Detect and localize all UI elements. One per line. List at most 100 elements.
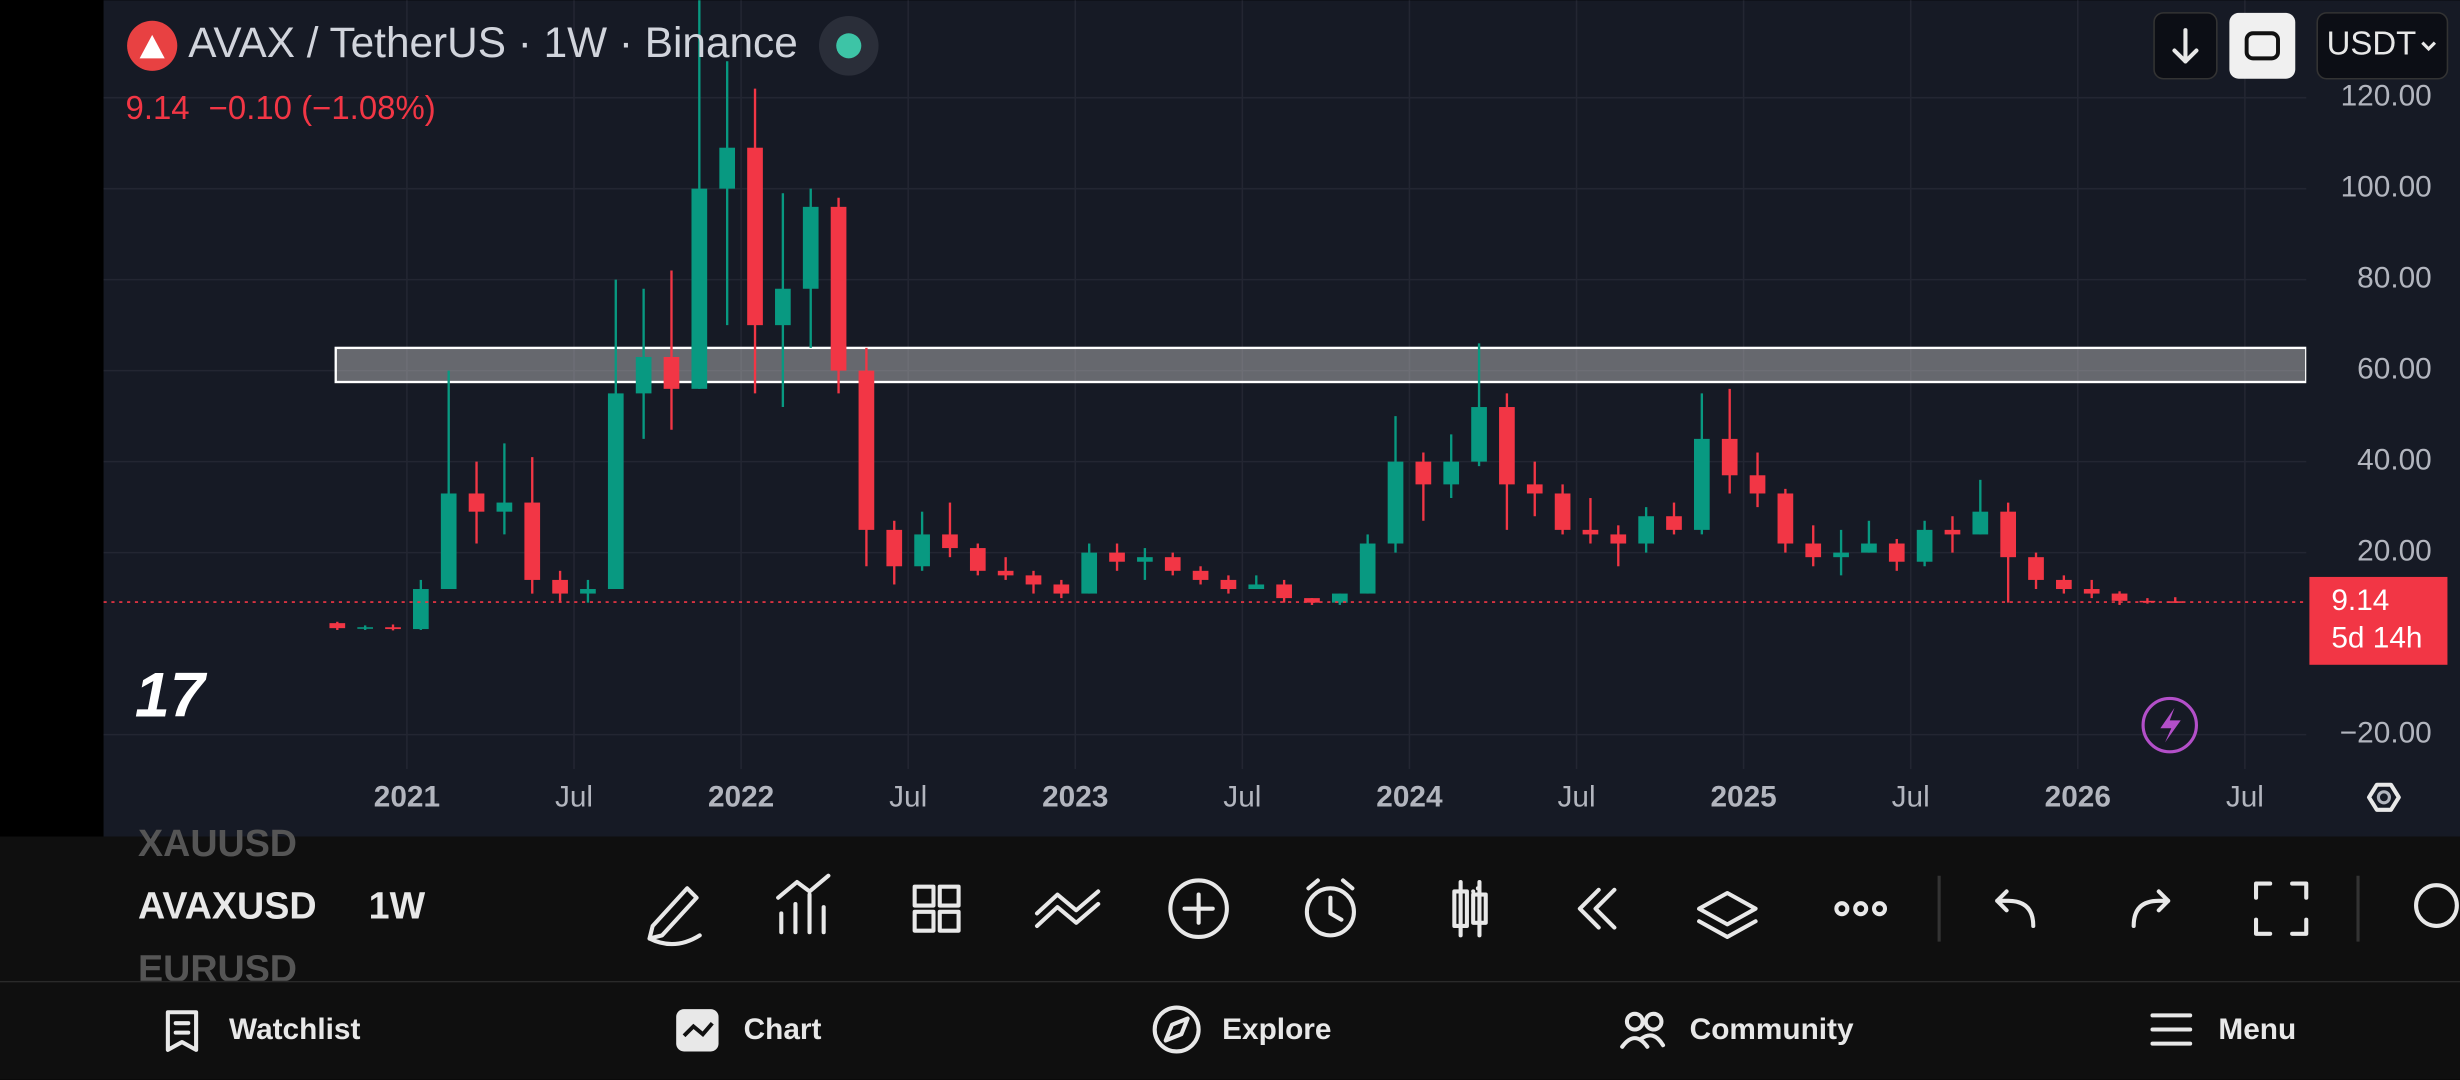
candle-body bbox=[1109, 552, 1125, 562]
candle-body bbox=[1053, 584, 1070, 594]
nav-item[interactable]: Menu bbox=[2218, 1013, 2296, 1046]
flash-icon bbox=[2160, 707, 2181, 743]
y-tick-label: 100.00 bbox=[2341, 171, 2432, 204]
replay-tool[interactable] bbox=[1577, 887, 1617, 930]
x-tick-label: Jul bbox=[2226, 781, 2264, 814]
candle-body bbox=[858, 370, 875, 530]
candle-body bbox=[1582, 529, 1599, 535]
interval[interactable]: 1W bbox=[369, 885, 426, 927]
price-label: 9.14 bbox=[2331, 584, 2389, 617]
nav-item[interactable]: Chart bbox=[744, 1013, 822, 1046]
candle-body bbox=[468, 493, 485, 512]
y-tick-label: 80.00 bbox=[2357, 262, 2432, 295]
candle-body bbox=[1248, 584, 1265, 590]
zone bbox=[334, 346, 2307, 384]
symbol-item[interactable]: AVAXUSD bbox=[138, 885, 316, 927]
layers-tool[interactable] bbox=[1697, 890, 1758, 939]
x-tick-label: Jul bbox=[889, 781, 927, 814]
candle-body bbox=[2000, 511, 2017, 558]
candle-body bbox=[969, 548, 986, 571]
bars-tool[interactable] bbox=[1452, 879, 1488, 938]
candle-body bbox=[440, 493, 457, 590]
nav-item[interactable]: Explore bbox=[1222, 1013, 1331, 1046]
candle-body bbox=[496, 502, 513, 512]
candle-body bbox=[413, 589, 429, 630]
candle-body bbox=[1359, 543, 1376, 594]
flash-button[interactable] bbox=[2141, 696, 2198, 754]
candle-body bbox=[1805, 543, 1822, 558]
candle-body bbox=[1137, 557, 1153, 562]
nav-item[interactable]: Community bbox=[1690, 1013, 1854, 1046]
nav-item[interactable]: Watchlist bbox=[229, 1013, 360, 1046]
candle-body bbox=[1526, 484, 1543, 494]
candle-body bbox=[1471, 407, 1487, 462]
candle-body bbox=[524, 502, 541, 580]
more-tool[interactable] bbox=[2414, 883, 2459, 928]
grid bbox=[103, 0, 2307, 770]
watchlist-icon bbox=[165, 1010, 199, 1052]
templates-tool[interactable] bbox=[912, 884, 961, 933]
x-tick-label: Jul bbox=[1557, 781, 1595, 814]
redo-tool[interactable] bbox=[2131, 889, 2171, 928]
y-tick-label: 60.00 bbox=[2357, 353, 2432, 386]
symbol-item[interactable]: XAUUSD bbox=[138, 822, 297, 864]
x-tick-label: 2024 bbox=[1376, 781, 1443, 814]
currency-caret bbox=[2421, 41, 2437, 52]
tool-icons bbox=[647, 873, 2459, 947]
last-price: 9.14 bbox=[126, 89, 190, 126]
candle-body bbox=[2083, 589, 2100, 594]
draw-tool[interactable] bbox=[647, 886, 702, 947]
candle-body bbox=[1415, 461, 1432, 485]
x-tick-label: 2023 bbox=[1042, 781, 1108, 814]
candle-body bbox=[1972, 511, 1989, 535]
candle-body bbox=[663, 356, 680, 389]
alert-tool[interactable] bbox=[1304, 886, 1356, 938]
candle-body bbox=[914, 534, 930, 567]
logo-mark bbox=[139, 34, 165, 59]
candle-body bbox=[1833, 552, 1849, 558]
candle-body bbox=[1861, 543, 1877, 553]
candle-body bbox=[747, 147, 763, 326]
status-dot bbox=[836, 33, 862, 59]
candle-body bbox=[1666, 516, 1682, 530]
candle-body bbox=[802, 206, 819, 289]
price-change: −0.10 (−1.08%) bbox=[209, 89, 436, 126]
layout-button[interactable] bbox=[2229, 12, 2296, 79]
indicators-tool[interactable] bbox=[776, 873, 831, 935]
x-tick-label: 2021 bbox=[374, 781, 440, 814]
candle-body bbox=[1777, 493, 1794, 544]
settings-icon[interactable] bbox=[2366, 782, 2401, 812]
undo-tool[interactable] bbox=[1995, 889, 2036, 928]
add-tool[interactable] bbox=[1168, 878, 1229, 939]
fullscreen-tool[interactable] bbox=[2254, 881, 2309, 936]
candle-body bbox=[357, 627, 374, 629]
explore-needle bbox=[1163, 1016, 1190, 1043]
bottom-nav bbox=[0, 980, 2460, 1080]
currency: USDT bbox=[2327, 25, 2417, 62]
candle-body bbox=[1025, 575, 1042, 585]
candle-body bbox=[1276, 584, 1292, 599]
candle-body bbox=[886, 529, 903, 567]
candle-body bbox=[1610, 534, 1627, 544]
candle-body bbox=[1638, 516, 1654, 544]
community-icon bbox=[1620, 1033, 1666, 1049]
candle-body bbox=[1693, 438, 1710, 530]
plot bbox=[103, 0, 2307, 631]
candle-body bbox=[1554, 493, 1571, 530]
currency-button[interactable] bbox=[2316, 12, 2449, 80]
settings-dot bbox=[2376, 790, 2391, 805]
y-tick-label: 40.00 bbox=[2357, 444, 2432, 477]
compare-tool[interactable] bbox=[1034, 889, 1101, 928]
symbol-item[interactable]: EURUSD bbox=[138, 947, 297, 989]
download-icon bbox=[2172, 28, 2199, 64]
candle-body bbox=[2139, 600, 2156, 603]
symbol-title: AVAX / TetherUS · 1W · Binance bbox=[188, 19, 798, 66]
candle-body bbox=[385, 627, 401, 630]
layout-icon bbox=[2244, 31, 2280, 61]
chart-area bbox=[103, 0, 2460, 837]
price-label-box bbox=[2309, 576, 2448, 665]
candle-body bbox=[1443, 461, 1460, 485]
candle-body bbox=[1331, 593, 1348, 603]
axes: 120.00 100.00 80.00 60.00 40.00 20.00 −20.00 20… bbox=[374, 80, 2448, 814]
